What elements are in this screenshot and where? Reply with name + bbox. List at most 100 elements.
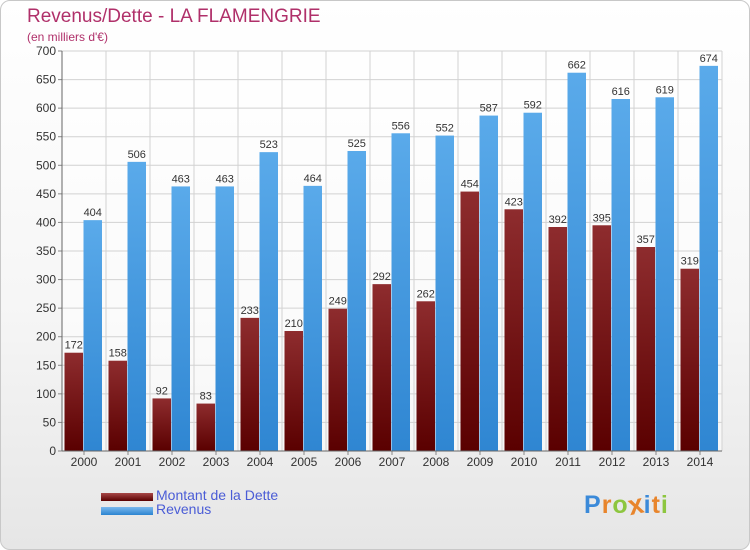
x-tick-label: 2012: [599, 455, 626, 469]
bar-revenue: [567, 72, 586, 451]
bar-revenue-label: 463: [172, 173, 190, 185]
bar-debt: [328, 308, 347, 451]
bar-debt-label: 172: [65, 340, 83, 352]
bar-debt: [240, 317, 259, 451]
chart-subtitle: (en milliers d'€): [27, 30, 108, 44]
bar-revenue: [435, 135, 454, 452]
x-tick-label: 2000: [71, 455, 98, 469]
bar-revenue: [699, 65, 718, 451]
bar-revenue-label: 506: [128, 149, 146, 161]
x-tick-label: 2007: [379, 455, 406, 469]
bar-revenue-label: 662: [568, 60, 586, 72]
bar-revenue: [347, 151, 366, 451]
bar-revenue-label: 404: [84, 207, 102, 219]
bar-revenue-label: 552: [436, 123, 454, 135]
bar-debt: [548, 227, 567, 451]
bar-revenue: [259, 152, 278, 451]
bar-revenue-label: 464: [304, 173, 322, 185]
bar-debt-label: 392: [549, 214, 567, 226]
logo-letter: P: [584, 491, 602, 519]
x-tick-label: 2014: [687, 455, 714, 469]
x-tick-label: 2009: [467, 455, 494, 469]
logo-letter: r: [601, 491, 613, 519]
bar-revenue-label: 463: [216, 173, 234, 185]
y-tick-label: 150: [36, 358, 56, 372]
y-tick-label: 250: [36, 301, 56, 315]
bar-revenue: [83, 220, 102, 451]
legend-swatch-revenue: [101, 507, 153, 515]
y-tick-label: 450: [36, 187, 56, 201]
y-tick-label: 600: [36, 101, 56, 115]
bar-revenue-label: 556: [392, 120, 410, 132]
bar-debt-label: 454: [461, 179, 479, 191]
bar-debt-label: 357: [637, 234, 655, 246]
logo-letter: o: [612, 491, 629, 519]
x-tick-label: 2010: [511, 455, 538, 469]
bar-revenue-label: 619: [656, 84, 674, 96]
x-tick-label: 2001: [115, 455, 142, 469]
bar-debt-label: 210: [285, 318, 303, 330]
bar-debt-label: 262: [417, 288, 435, 300]
bar-debt: [196, 403, 215, 451]
bar-debt: [284, 331, 303, 451]
bar-revenue: [479, 115, 498, 452]
y-tick-label: 500: [36, 158, 56, 172]
bar-debt-label: 92: [156, 385, 168, 397]
y-tick-label: 700: [36, 44, 56, 58]
bar-debt: [416, 301, 435, 451]
y-tick-label: 550: [36, 130, 56, 144]
bar-revenue-label: 523: [260, 139, 278, 151]
bar-debt-label: 292: [373, 271, 391, 283]
y-tick-label: 0: [49, 444, 56, 458]
bar-revenue: [171, 186, 190, 451]
bar-debt: [64, 352, 83, 451]
bar-debt: [372, 284, 391, 451]
bar-revenue: [611, 99, 630, 451]
logo-letter: i: [643, 491, 652, 519]
bar-debt-label: 83: [200, 391, 212, 403]
bar-revenue: [303, 185, 322, 451]
y-tick-label: 350: [36, 244, 56, 258]
x-tick-label: 2011: [555, 455, 581, 469]
bar-debt: [680, 268, 699, 451]
bar-revenue-label: 592: [524, 100, 542, 112]
logo-letter: i: [660, 491, 669, 519]
bar-debt-label: 319: [681, 256, 699, 268]
bar-revenue-label: 674: [700, 53, 718, 65]
x-tick-label: 2013: [643, 455, 670, 469]
logo-letter: t: [651, 491, 661, 519]
bar-debt-label: 233: [241, 305, 259, 317]
x-tick-label: 2004: [247, 455, 274, 469]
bar-debt-label: 395: [593, 212, 611, 224]
x-tick-label: 2006: [335, 455, 362, 469]
bar-debt-label: 423: [505, 196, 523, 208]
bar-revenue: [127, 161, 146, 451]
bar-revenue: [655, 97, 674, 452]
bar-debt: [592, 225, 611, 451]
bar-revenue: [523, 112, 542, 451]
y-tick-label: 300: [36, 273, 56, 287]
bar-debt: [636, 247, 655, 451]
bar-revenue-label: 525: [348, 138, 366, 150]
y-tick-label: 100: [36, 387, 56, 401]
bar-debt-label: 158: [109, 348, 127, 360]
y-tick-label: 400: [36, 215, 56, 229]
bar-debt-label: 249: [329, 296, 347, 308]
bar-revenue: [391, 133, 410, 452]
bar-debt: [152, 398, 171, 451]
bar-revenue-label: 616: [612, 86, 630, 98]
y-tick-label: 200: [36, 330, 56, 344]
bar-revenue: [215, 186, 234, 451]
x-tick-label: 2002: [159, 455, 186, 469]
x-tick-label: 2008: [423, 455, 450, 469]
legend-label-debt: Montant de la Dette: [156, 487, 279, 503]
bar-debt: [108, 360, 127, 451]
y-tick-label: 650: [36, 73, 56, 87]
bar-debt: [460, 191, 479, 452]
chart-title: Revenus/Dette - LA FLAMENGRIE: [27, 6, 321, 27]
legend-swatch-debt: [101, 493, 153, 501]
x-tick-label: 2003: [203, 455, 230, 469]
y-tick-label: 50: [43, 415, 57, 429]
